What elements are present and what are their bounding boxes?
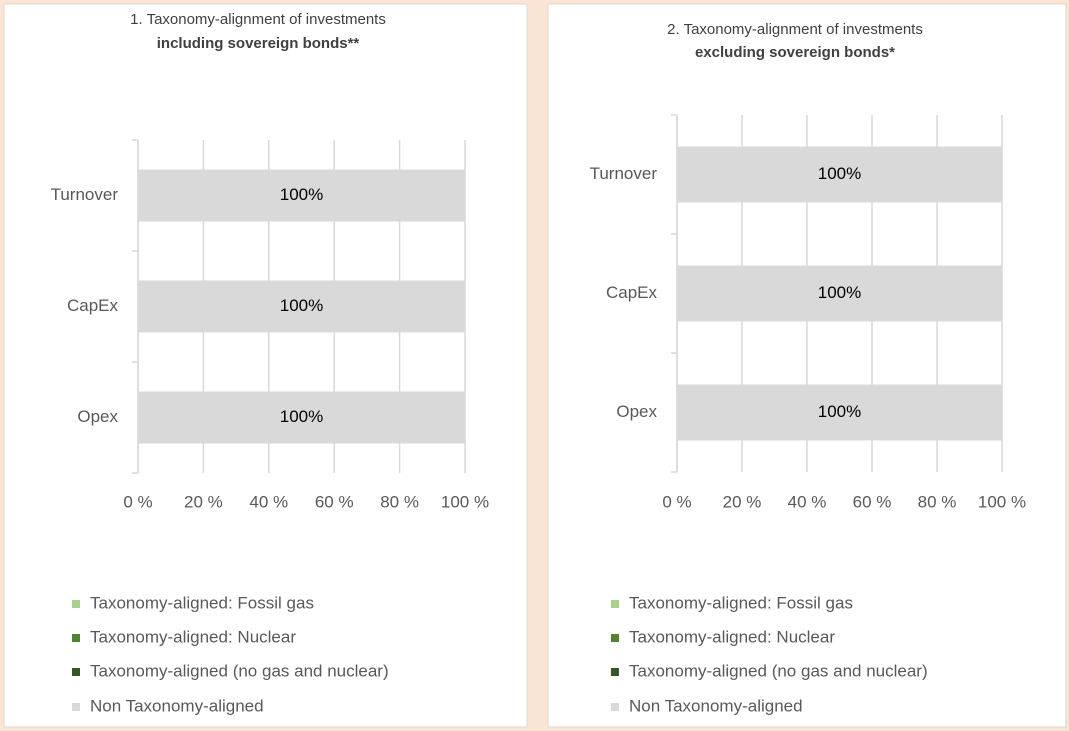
chart-title: 1. Taxonomy-alignment of investments — [130, 11, 386, 28]
x-tick-label: 80 % — [918, 492, 957, 511]
x-tick-label: 60 % — [315, 492, 354, 511]
legend-label: Taxonomy-aligned: Nuclear — [90, 627, 296, 646]
data-label: 100% — [280, 296, 323, 315]
x-tick-label: 0 % — [123, 492, 152, 511]
x-tick-label: 40 % — [249, 492, 288, 511]
legend-marker — [72, 703, 80, 711]
legend-marker — [611, 668, 619, 676]
x-tick-label: 100 % — [978, 492, 1026, 511]
x-tick-label: 40 % — [788, 492, 827, 511]
y-tick-label: Opex — [616, 402, 657, 421]
legend-marker — [611, 634, 619, 642]
x-tick-label: 100 % — [441, 492, 489, 511]
bar-segment — [138, 391, 465, 444]
legend-label: Non Taxonomy-aligned — [90, 696, 264, 715]
bar-segment — [677, 265, 1002, 322]
data-label: 100% — [818, 283, 861, 302]
x-tick-label: 80 % — [380, 492, 419, 511]
legend-marker — [611, 600, 619, 608]
legend-marker — [611, 703, 619, 711]
x-tick-label: 60 % — [853, 492, 892, 511]
data-label: 100% — [818, 402, 861, 421]
chart-subtitle: including sovereign bonds** — [157, 35, 360, 52]
data-label: 100% — [818, 164, 861, 183]
legend-label: Taxonomy-aligned: Nuclear — [629, 627, 835, 646]
y-tick-label: Opex — [77, 407, 118, 426]
legend-marker — [72, 600, 80, 608]
legend-label: Taxonomy-aligned: Fossil gas — [629, 593, 853, 612]
data-label: 100% — [280, 185, 323, 204]
chart-title: 2. Taxonomy-alignment of investments — [667, 21, 923, 38]
data-label: 100% — [280, 407, 323, 426]
legend-marker — [72, 634, 80, 642]
bar-segment — [677, 146, 1002, 203]
y-tick-label: CapEx — [606, 283, 658, 302]
legend-label: Taxonomy-aligned: Fossil gas — [90, 593, 314, 612]
chart-subtitle: excluding sovereign bonds* — [695, 44, 895, 61]
legend-label: Taxonomy-aligned (no gas and nuclear) — [90, 661, 389, 680]
legend-label: Non Taxonomy-aligned — [629, 696, 803, 715]
legend-label: Taxonomy-aligned (no gas and nuclear) — [629, 661, 928, 680]
x-tick-label: 20 % — [184, 492, 223, 511]
bar-segment — [677, 384, 1002, 441]
legend-marker — [72, 668, 80, 676]
y-tick-label: CapEx — [67, 296, 119, 315]
bar-segment — [138, 280, 465, 333]
panel — [3, 3, 528, 728]
bar-segment — [138, 169, 465, 222]
y-tick-label: Turnover — [51, 185, 119, 204]
y-tick-label: Turnover — [590, 164, 658, 183]
x-tick-label: 0 % — [662, 492, 691, 511]
x-tick-label: 20 % — [723, 492, 762, 511]
